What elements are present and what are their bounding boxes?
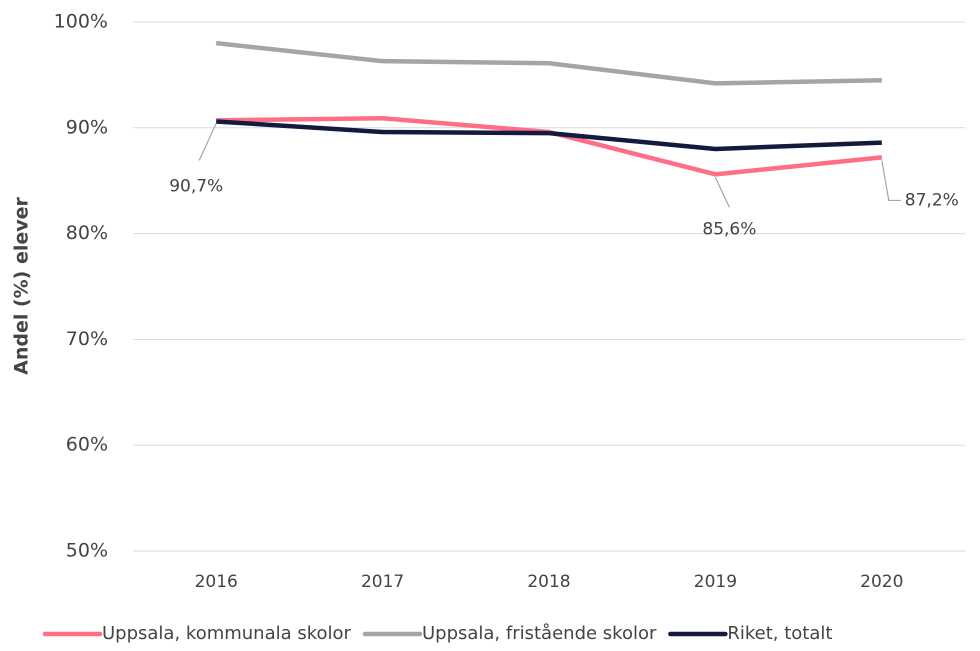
line-series	[215, 40, 882, 86]
data-label: 87,2%	[905, 190, 959, 210]
y-axis-label: Andel (%) elever	[11, 196, 33, 374]
y-tick-label: 80%	[66, 222, 108, 244]
y-tick-label: 70%	[66, 328, 108, 350]
line-series	[216, 119, 882, 152]
x-tick-label: 2018	[527, 572, 570, 592]
legend-label: Uppsala, kommunala skolor	[102, 623, 352, 644]
legend-label: Uppsala, fristående skolor	[422, 623, 657, 644]
y-tick-label: 60%	[66, 434, 108, 456]
y-tick-label: 90%	[66, 116, 108, 138]
y-tick-label: 100%	[54, 11, 108, 33]
leader-line	[714, 177, 730, 208]
x-tick-label: 2020	[860, 572, 903, 592]
x-tick-label: 2017	[361, 572, 404, 592]
data-label: 85,6%	[702, 219, 756, 239]
leader-line	[881, 160, 901, 202]
x-tick-label: 2019	[694, 572, 737, 592]
leader-line	[198, 123, 217, 161]
legend-label: Riket, totalt	[727, 623, 832, 644]
data-label: 90,7%	[169, 176, 223, 196]
x-tick-label: 2016	[195, 572, 238, 592]
y-tick-label: 50%	[66, 540, 108, 562]
